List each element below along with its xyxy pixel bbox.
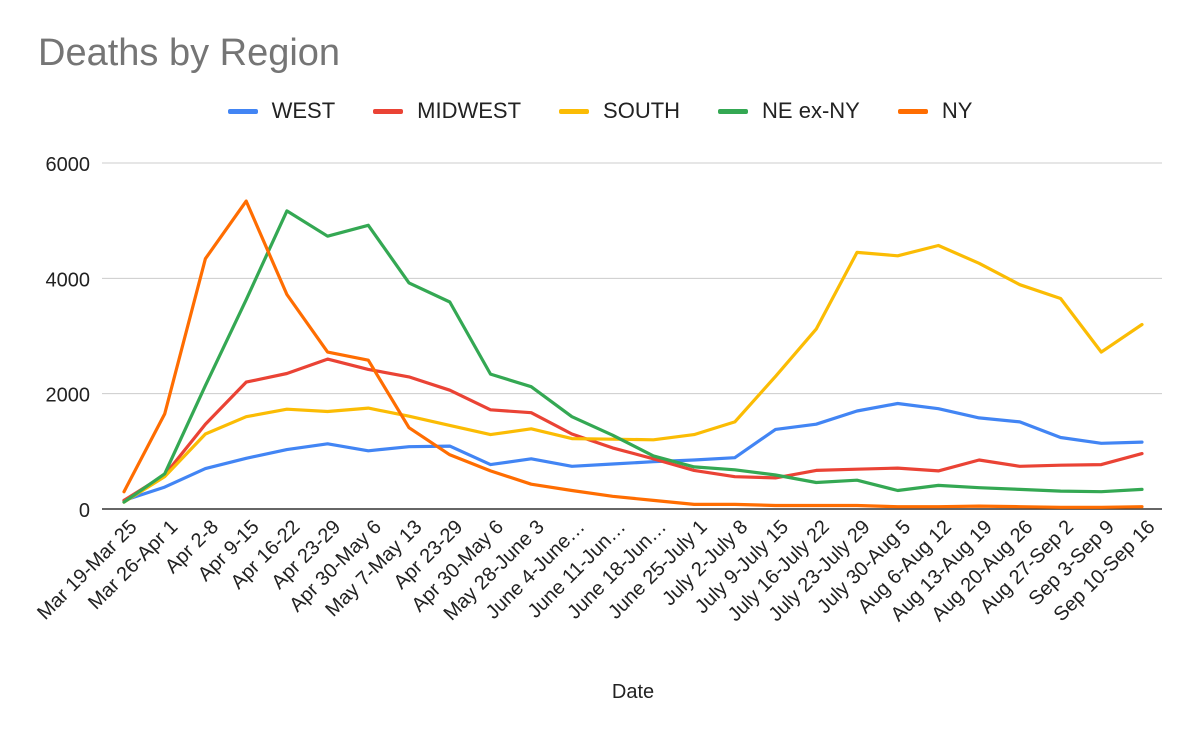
- legend: WEST MIDWEST SOUTH NE ex-NY NY: [0, 98, 1200, 124]
- legend-item[interactable]: WEST: [227, 98, 336, 124]
- y-tick-label: 0: [79, 500, 90, 522]
- series-line-west: [122, 401, 1144, 502]
- series-line-midwest: [122, 357, 1144, 502]
- legend-label: NE ex-NY: [762, 98, 860, 123]
- chart-title: Deaths by Region: [38, 32, 341, 74]
- legend-label: MIDWEST: [417, 98, 522, 123]
- legend-label: SOUTH: [603, 98, 681, 123]
- legend-swatch: [227, 108, 258, 114]
- y-tick-label: 4000: [46, 269, 91, 291]
- legend-item[interactable]: MIDWEST: [373, 98, 521, 124]
- legend-label: WEST: [271, 98, 336, 123]
- legend-item[interactable]: SOUTH: [559, 98, 680, 124]
- series-line-ne-ex-ny: [122, 209, 1144, 504]
- legend-swatch: [559, 108, 590, 114]
- series-line-south: [122, 243, 1144, 504]
- legend-item[interactable]: NY: [897, 98, 973, 124]
- legend-label: NY: [941, 98, 973, 123]
- legend-swatch: [718, 108, 749, 114]
- legend-swatch: [897, 108, 928, 114]
- y-tick-label: 6000: [46, 154, 91, 176]
- x-axis-label: Date: [612, 681, 654, 703]
- y-tick-label: 2000: [46, 385, 91, 407]
- legend-swatch: [373, 108, 404, 114]
- series-line-ny: [122, 199, 1144, 509]
- legend-item[interactable]: NE ex-NY: [718, 98, 860, 124]
